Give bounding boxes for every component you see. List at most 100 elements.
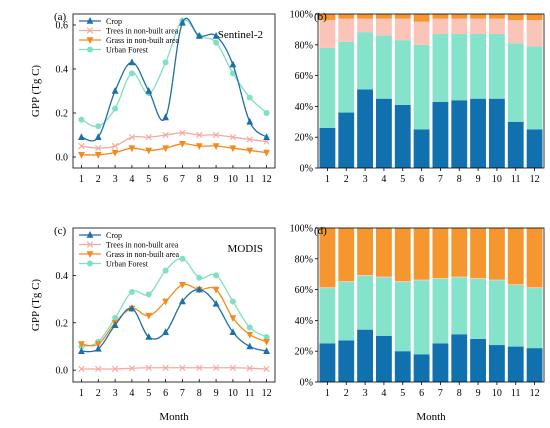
- y-tick-label: 40%: [295, 316, 313, 327]
- bar-segment-bar_urban: [394, 281, 411, 352]
- data-point-grass: [78, 152, 85, 159]
- data-point-urban: [112, 105, 119, 112]
- bar-segment-bar_urban: [376, 35, 392, 99]
- bar-segment-bar_crop: [489, 345, 505, 382]
- x-tick-label: 1: [325, 174, 330, 185]
- data-point-trees: [111, 142, 119, 150]
- data-point-crop: [195, 285, 203, 293]
- data-point-urban: [213, 272, 220, 279]
- data-point-trees: [162, 364, 169, 371]
- x-tick-label: 7: [180, 388, 185, 399]
- panel-d-stacked-bar-chart: 1 2 3 4 5 6 7 8 9 10 11 120%20%40%60%80%100% (d)Mont…: [290, 224, 545, 423]
- plot-frame: [317, 227, 545, 383]
- data-point-trees: [111, 365, 119, 373]
- bar-segment-bar_crop: [319, 127, 336, 168]
- bar-segment-bar_grass: [376, 228, 392, 277]
- bar-segment-bar_grass: [470, 14, 486, 19]
- data-point-grass: [94, 341, 102, 349]
- x-tick-label: 4: [381, 174, 386, 185]
- legend-label-grass: Grass in non-built area: [106, 36, 180, 45]
- x-tick-label: 10: [492, 174, 502, 185]
- x-tick-label: 5: [400, 174, 405, 185]
- series-crop: [78, 17, 270, 142]
- data-point-trees: [246, 136, 253, 143]
- legend-label-trees: Trees in non-built area: [106, 27, 179, 36]
- legend-marker-grass: [86, 251, 94, 258]
- data-point-crop: [128, 58, 136, 66]
- bar-segment-bar_trees: [357, 18, 373, 33]
- x-tick-label: 8: [457, 388, 462, 399]
- x-tick-label: 1: [79, 388, 84, 399]
- data-point-grass: [128, 145, 136, 153]
- data-point-urban: [263, 333, 270, 340]
- bar-segment-bar_grass: [338, 228, 355, 282]
- bar-segment-bar_grass: [319, 228, 336, 288]
- data-point-urban: [128, 288, 135, 295]
- data-point-grass: [195, 143, 203, 150]
- data-point-urban: [179, 255, 186, 262]
- series-trees: [78, 129, 270, 152]
- x-tick-label: 7: [438, 388, 443, 399]
- data-point-trees: [229, 364, 237, 371]
- x-tick-label: 11: [245, 388, 255, 399]
- x-tick-label: 8: [197, 388, 202, 399]
- data-point-urban: [229, 70, 236, 77]
- bar-segment-bar_grass: [413, 14, 430, 22]
- series-trees: [78, 364, 270, 373]
- data-point-trees: [263, 365, 270, 373]
- y-tick-label: 20%: [295, 133, 313, 144]
- y-tick-label: 0.2: [56, 318, 69, 329]
- x-tick-label: 3: [363, 388, 368, 399]
- x-tick-label: 5: [146, 174, 151, 185]
- y-tick-label: 0%: [300, 378, 313, 389]
- series-line-grass: [81, 143, 267, 156]
- y-tick-label: 100%: [290, 224, 313, 235]
- bar-segment-bar_urban: [357, 32, 373, 90]
- plot-frame: [317, 13, 545, 169]
- data-point-trees: [145, 134, 152, 141]
- data-point-trees: [179, 129, 186, 136]
- data-point-crop: [78, 347, 85, 354]
- y-tick-label: 60%: [295, 285, 313, 296]
- y-tick-label: 80%: [295, 254, 313, 265]
- data-point-grass: [111, 149, 119, 157]
- data-point-trees: [95, 145, 102, 152]
- legend-marker-grass: [86, 37, 94, 44]
- bar-segment-bar_grass: [357, 14, 373, 19]
- data-point-crop: [263, 133, 270, 140]
- bar-segment-bar_crop: [338, 340, 355, 382]
- bar-segment-bar_trees: [507, 20, 524, 44]
- bar-segment-bar_trees: [489, 279, 505, 281]
- bar-segment-bar_grass: [413, 228, 430, 280]
- data-point-urban: [145, 291, 152, 298]
- data-point-crop: [229, 328, 237, 336]
- data-point-urban: [246, 324, 253, 331]
- bar-segment-bar_urban: [451, 277, 468, 335]
- bar-segment-bar_trees: [413, 279, 430, 281]
- series-line-crop: [81, 288, 267, 353]
- bar-segment-bar_grass: [357, 228, 373, 275]
- bar-segment-bar_grass: [526, 14, 543, 21]
- data-point-urban: [128, 70, 135, 77]
- data-point-urban: [229, 298, 236, 305]
- x-tick-label: 10: [492, 388, 502, 399]
- bar-segment-bar_urban: [432, 34, 449, 102]
- panel-label: (c): [54, 225, 67, 237]
- data-point-urban: [78, 116, 85, 123]
- data-point-urban: [112, 315, 119, 322]
- bar-segment-bar_urban: [526, 288, 543, 349]
- data-point-urban: [162, 267, 169, 274]
- data-point-trees: [212, 131, 220, 139]
- bar-segment-bar_urban: [507, 284, 524, 347]
- legend-marker-crop: [86, 17, 94, 24]
- bar-segment-bar_crop: [526, 129, 543, 168]
- x-tick-label: 1: [79, 174, 84, 185]
- x-tick-label: 8: [197, 174, 202, 185]
- bar-segment-bar_grass: [526, 228, 543, 288]
- bar-segment-bar_trees: [413, 21, 430, 45]
- bar-segment-bar_trees: [507, 284, 524, 285]
- series-crop: [78, 285, 270, 354]
